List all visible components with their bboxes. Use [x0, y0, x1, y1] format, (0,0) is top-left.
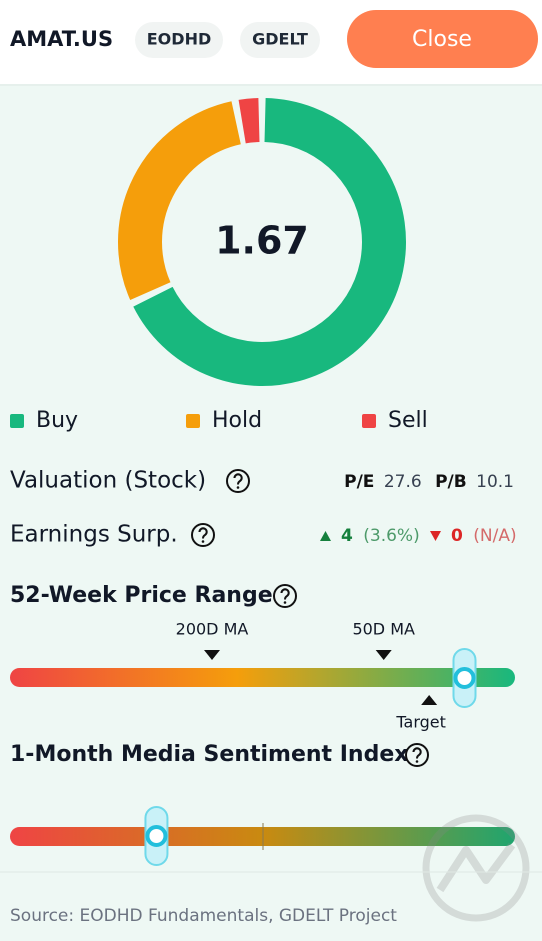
donut-segment — [118, 101, 242, 301]
legend-label: Buy — [36, 408, 78, 433]
ma-marker — [204, 650, 220, 660]
help-icon[interactable] — [191, 523, 215, 547]
donut-segment — [238, 98, 260, 144]
close-label[interactable]: Close — [412, 27, 472, 52]
pe-value: 27.6 — [384, 472, 422, 492]
legend-swatch — [362, 414, 376, 428]
tag-pill[interactable] — [240, 22, 320, 58]
help-icon[interactable] — [273, 584, 297, 608]
legend-label: Hold — [212, 408, 262, 433]
pb-value: 10.1 — [476, 472, 514, 492]
legend-swatch — [186, 414, 200, 428]
help-icon[interactable] — [226, 469, 250, 493]
thumb-knob — [453, 667, 476, 689]
legend-swatch — [10, 414, 24, 428]
legend-label: Sell — [388, 408, 428, 433]
legend: Buy Hold Sell — [10, 408, 428, 433]
beats-pct: (3.6%) — [363, 526, 419, 546]
help-icon[interactable] — [405, 743, 429, 767]
ma-marker — [375, 650, 392, 660]
section-title: 52-Week Price Range — [10, 583, 273, 608]
down-arrow — [430, 531, 441, 541]
beats: 4 — [341, 526, 353, 546]
slider-thumb — [144, 806, 169, 866]
pe-label: P/E — [344, 472, 374, 492]
ma-label: 50D MA — [352, 620, 415, 639]
thumb-knob — [145, 825, 168, 847]
target-marker — [421, 695, 438, 705]
tag-pill[interactable] — [135, 22, 223, 58]
pb-label: P/B — [435, 472, 467, 492]
target-label: Target — [395, 713, 446, 732]
earnings-misses: 0 (N/A) — [451, 526, 517, 546]
section-title: 1-Month Media Sentiment Index — [10, 742, 408, 767]
range-bar — [10, 668, 515, 687]
misses-pct: (N/A) — [473, 526, 516, 546]
sentiment-marker — [144, 806, 169, 866]
earnings-beats: 4 (3.6%) — [341, 526, 420, 546]
rating-value: 1.67 — [215, 219, 309, 263]
ticker: AMAT.US — [10, 27, 113, 51]
misses: 0 — [451, 526, 463, 546]
source: Source: EODHD Fundamentals, GDELT Projec… — [10, 906, 397, 926]
donut — [118, 98, 406, 386]
logo-watermark — [422, 814, 530, 922]
close-button[interactable] — [347, 10, 538, 68]
tag[interactable]: EODHD — [147, 30, 211, 49]
donut-segment — [133, 98, 406, 386]
tag[interactable]: GDELT — [252, 30, 308, 49]
up-arrow — [320, 531, 331, 541]
section-title: Earnings Surp. — [10, 522, 178, 548]
valuation-ratios: P/E 27.6 P/B 10.1 — [344, 472, 514, 492]
section-title: Valuation (Stock) — [10, 468, 206, 494]
ma-label: 200D MA — [176, 620, 249, 639]
range-markers: 200D MA 50D MA Target — [176, 620, 477, 732]
slider-thumb — [452, 648, 477, 708]
